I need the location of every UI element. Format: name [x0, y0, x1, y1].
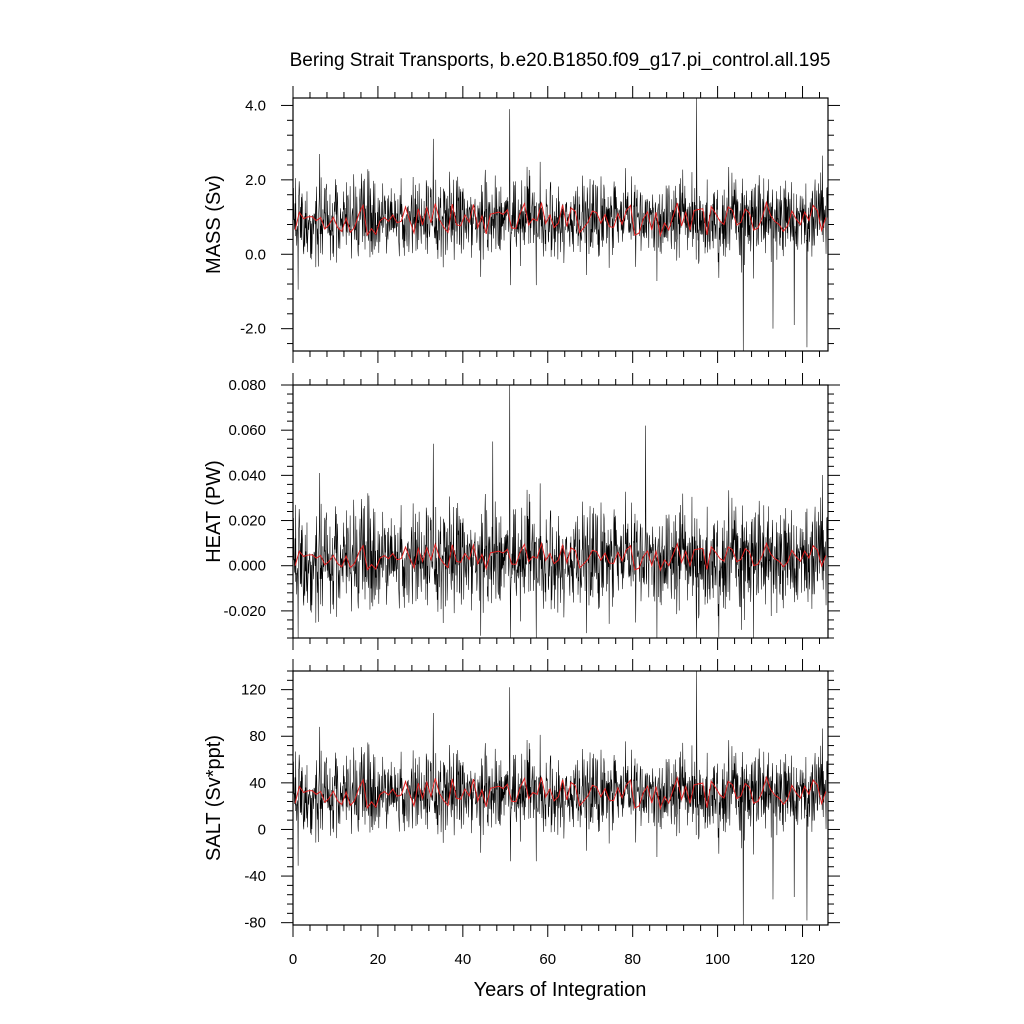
salt-plot-frame: [292, 670, 829, 926]
mass-y-tick-label: 0.0: [245, 246, 266, 263]
chart-title: Bering Strait Transports, b.e20.B1850.f0…: [290, 50, 831, 71]
x-tick-label: 0: [289, 951, 297, 968]
salt-monthly-series: [293, 671, 828, 925]
salt-y-axis-label: SALT (Sv*ppt): [203, 735, 225, 861]
heat-monthly-series: [293, 385, 828, 638]
panel-mass: -2.0 0.0 2.0 4.0 MASS (Sv): [203, 86, 840, 363]
x-axis-label: Years of Integration: [474, 979, 647, 1001]
x-tick-label: 100: [705, 951, 730, 968]
mass-y-tick-label: 2.0: [245, 172, 266, 189]
x-tick-label: 120: [790, 951, 815, 968]
x-tick-label: 80: [624, 951, 641, 968]
heat-annual-mean-series: [294, 541, 827, 572]
heat-y-tick-label: -0.020: [223, 603, 266, 620]
heat-y-tick-label: 0.020: [228, 513, 266, 530]
salt-y-tick-label: -80: [244, 915, 266, 932]
panels: -2.0 0.0 2.0 4.0 MASS (Sv) -0.020 0.000 0.020 0.…: [203, 86, 840, 968]
mass-monthly-series: [293, 98, 828, 351]
heat-y-axis-label: HEAT (PW): [203, 460, 225, 563]
panel-salt: -80 -40 0 40 80 120 SALT (Sv*ppt) 0 20 40 60 80 100 1…: [203, 659, 840, 968]
heat-y-tick-label: 0.080: [228, 377, 266, 394]
salt-y-tick-label: -40: [244, 868, 266, 885]
x-tick-label: 60: [539, 951, 556, 968]
salt-y-tick-label: 0: [258, 821, 266, 838]
salt-y-tick-label: 40: [249, 775, 266, 792]
salt-y-tick-label: 80: [249, 728, 266, 745]
mass-y-axis-label: MASS (Sv): [203, 175, 225, 274]
salt-annual-mean-series: [294, 775, 827, 811]
mass-y-tick-label: -2.0: [240, 321, 266, 338]
salt-y-tick-label: 120: [241, 682, 266, 699]
x-tick-label: 20: [370, 951, 387, 968]
heat-y-tick-label: 0.000: [228, 558, 266, 575]
heat-y-tick-label: 0.060: [228, 422, 266, 439]
x-tick-label: 40: [454, 951, 471, 968]
mass-annual-mean-series: [294, 200, 827, 238]
mass-y-tick-label: 4.0: [245, 97, 266, 114]
heat-y-tick-label: 0.040: [228, 467, 266, 484]
panel-heat: -0.020 0.000 0.020 0.040 0.060 0.080 HEAT (PW): [203, 373, 840, 650]
